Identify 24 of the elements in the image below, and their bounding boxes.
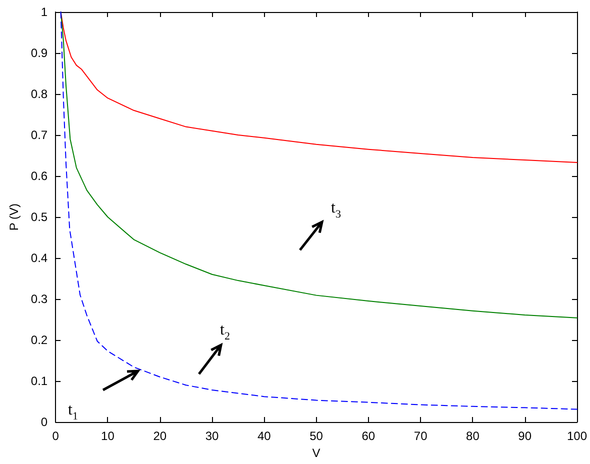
x-tick-label: 80 xyxy=(466,429,480,443)
y-tick-label: 1 xyxy=(40,5,48,19)
y-tick-label: 0.2 xyxy=(30,333,48,347)
x-tick-label: 50 xyxy=(310,429,324,443)
x-tick-label: 0 xyxy=(52,429,60,443)
x-tick-label: 90 xyxy=(518,429,532,443)
x-tick-label: 100 xyxy=(566,429,588,443)
x-tick-label: 10 xyxy=(101,429,115,443)
y-tick-label: 0.1 xyxy=(30,374,48,388)
x-axis-title: V xyxy=(312,446,320,460)
y-tick-label: 0.5 xyxy=(30,210,48,224)
y-tick-label: 0.8 xyxy=(30,87,48,101)
x-tick-label: 60 xyxy=(362,429,376,443)
y-tick-label: 0.6 xyxy=(30,169,48,183)
y-tick-label: 0.7 xyxy=(30,128,48,142)
y-tick-label: 0.9 xyxy=(30,46,48,60)
x-tick-label: 70 xyxy=(414,429,428,443)
x-tick-label: 30 xyxy=(205,429,219,443)
y-tick-label: 0.4 xyxy=(30,251,48,265)
y-tick-label: 0 xyxy=(40,415,48,429)
y-tick-label: 0.3 xyxy=(30,292,48,306)
x-tick-label: 20 xyxy=(153,429,167,443)
x-tick-label: 40 xyxy=(257,429,272,443)
y-axis-title: P (V) xyxy=(7,203,21,231)
